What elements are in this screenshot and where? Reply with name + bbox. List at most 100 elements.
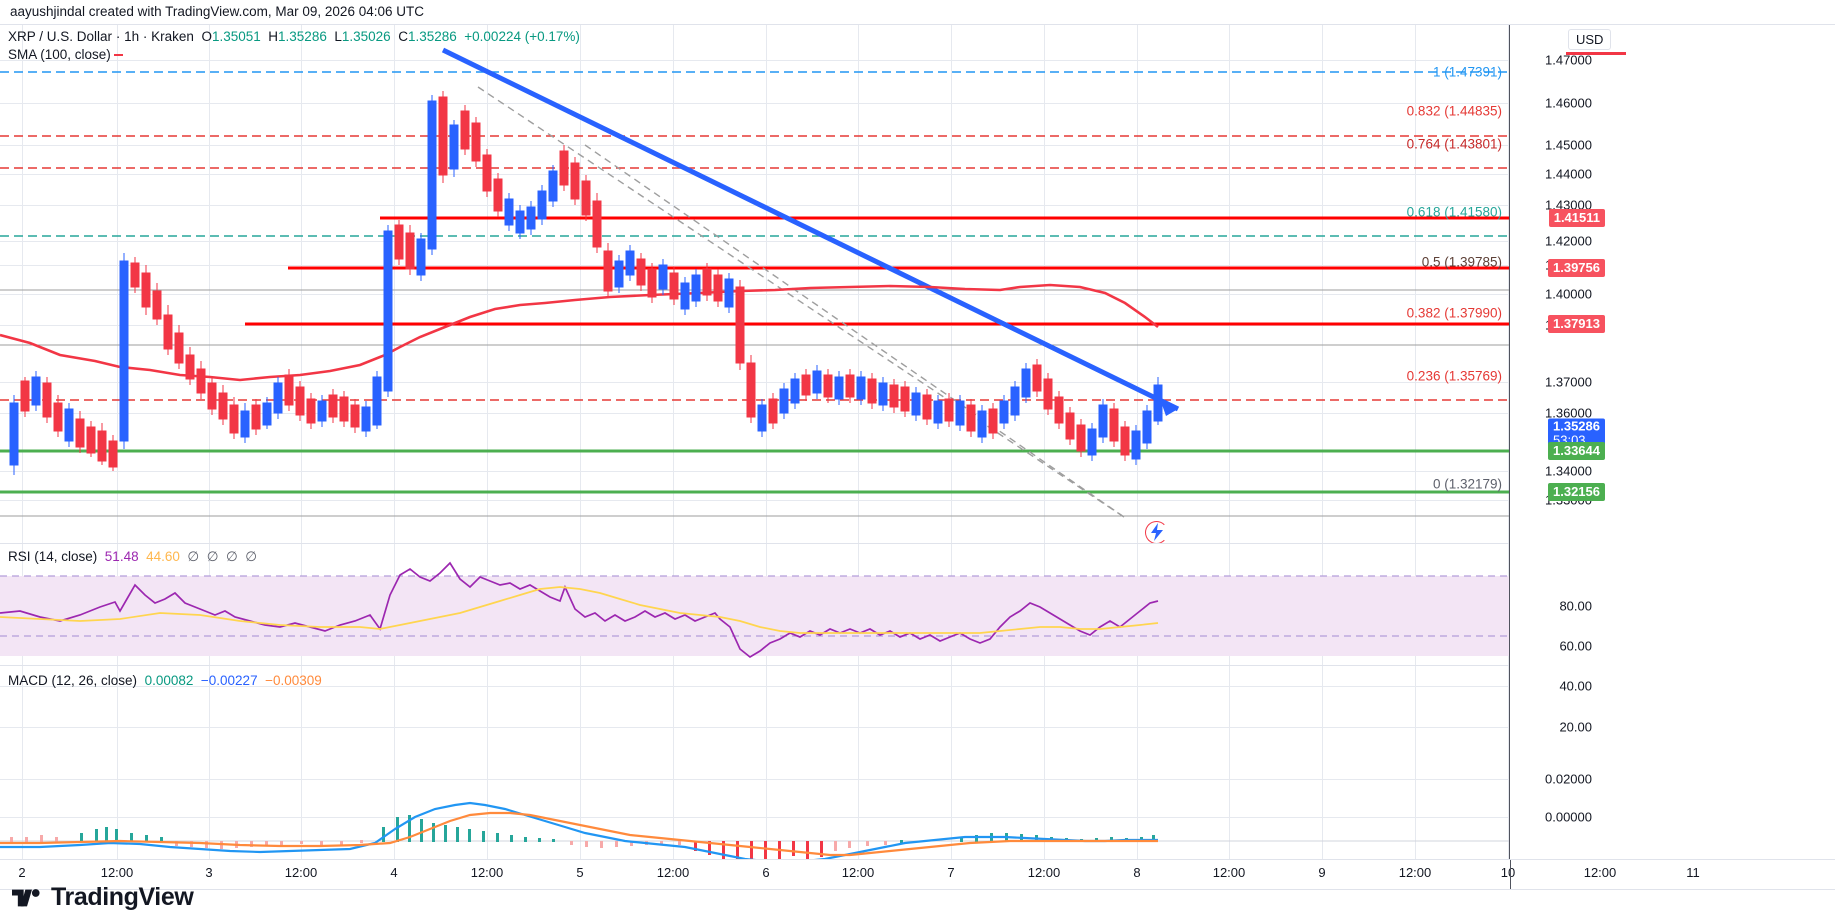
grid-hline <box>0 779 1510 780</box>
trendline-blue <box>441 47 1180 412</box>
legend-symbol: XRP / U.S. Dollar <box>8 29 113 44</box>
level-badge-resistance-1[interactable]: 1.41511 <box>1548 209 1605 227</box>
rsi-line <box>0 561 1159 659</box>
legend-sep-2: · <box>142 29 148 44</box>
grid-hline <box>0 294 1510 295</box>
plot-area[interactable]: 1 (1.47391) 0.832 (1.44835) 0.764 (1.438… <box>0 25 1510 859</box>
legend-close-value: 1.35286 <box>407 29 457 44</box>
grid-vline <box>1508 25 1509 859</box>
rsi-legend-extra-3: ∅ <box>225 549 238 564</box>
chart-overlay-lines <box>0 47 1510 518</box>
grid-hline <box>0 241 1510 242</box>
price-tick: 1.47000 <box>1545 52 1592 68</box>
macd-legend-hist: 0.00082 <box>144 673 194 688</box>
price-tick: 1.34000 <box>1545 463 1592 479</box>
macd-signal-line <box>0 811 1158 857</box>
grid-vline <box>394 25 395 859</box>
tradingview-footer[interactable]: TradingView <box>12 883 194 912</box>
symbol-legend[interactable]: XRP / U.S. Dollar · 1h · Kraken O1.35051… <box>8 29 580 44</box>
legend-low-value: 1.35026 <box>341 29 391 44</box>
sma-legend[interactable]: SMA (100, close) <box>8 47 123 62</box>
grid-vline <box>1229 25 1230 859</box>
time-tick: 8 <box>1133 865 1141 880</box>
macd-legend-signal: −0.00309 <box>265 673 322 688</box>
price-tick: 1.43000 <box>1545 197 1592 213</box>
rsi-legend-extra-2: ∅ <box>206 549 219 564</box>
time-tick: 5 <box>576 865 584 880</box>
legend-change: +0.00224 <box>464 29 521 44</box>
time-tick: 3 <box>205 865 213 880</box>
time-tick: 9 <box>1318 865 1326 880</box>
legend-high-label: H <box>268 29 279 44</box>
time-axis-divider <box>1510 860 1511 890</box>
grid-hline <box>0 205 1510 206</box>
tradingview-logo-icon <box>12 888 40 906</box>
time-tick: 6 <box>762 865 770 880</box>
sma-100-line <box>0 283 1159 382</box>
macd-legend[interactable]: MACD (12, 26, close) 0.00082 −0.00227 −0… <box>8 673 322 688</box>
level-badge-resistance-2[interactable]: 1.39756 <box>1548 259 1605 277</box>
price-axis-divider[interactable] <box>1509 25 1550 859</box>
price-tick: 1.40000 <box>1545 286 1592 302</box>
rsi-legend-value: 51.48 <box>104 549 139 564</box>
grid-hline <box>0 817 1510 818</box>
level-badge-support-2[interactable]: 1.32156 <box>1548 483 1605 501</box>
trendline-arrow <box>1160 399 1178 416</box>
grid-vline <box>1322 25 1323 859</box>
grid-hline <box>0 145 1510 146</box>
legend-sep-1: · <box>115 29 121 44</box>
price-tick: 1.42000 <box>1545 233 1592 249</box>
legend-exchange: Kraken <box>151 29 194 44</box>
sma-legend-label: SMA (100, close) <box>8 47 111 62</box>
pane-separator-macd[interactable] <box>0 665 1510 666</box>
last-price-value: 1.35286 <box>1553 418 1600 434</box>
lightning-bolt-icon <box>1151 523 1163 541</box>
rsi-tick: 80.00 <box>1559 598 1592 614</box>
time-tick: 12:00 <box>656 865 690 880</box>
currency-unit-badge[interactable]: USD <box>1568 29 1612 50</box>
legend-high-value: 1.35286 <box>278 29 327 44</box>
time-tick: 7 <box>947 865 955 880</box>
grid-vline <box>22 25 23 859</box>
sma-axis-marker <box>1566 52 1626 55</box>
time-tick: 12:00 <box>100 865 134 880</box>
time-tick: 12:00 <box>284 865 318 880</box>
grid-hline <box>0 60 1510 61</box>
grid-vline <box>766 25 767 859</box>
time-axis[interactable]: 2 12:00 3 12:00 4 12:00 5 12:00 6 12:00 … <box>0 860 1835 890</box>
grid-hline <box>0 727 1510 728</box>
time-tick: 12:00 <box>1398 865 1432 880</box>
grid-vline <box>209 25 210 859</box>
fib-label-1: 1 (1.47391) <box>1432 64 1502 80</box>
pane-separator-rsi[interactable] <box>0 543 1510 544</box>
rsi-legend-extra-4: ∅ <box>245 549 258 564</box>
fib-label-0: 0 (1.32179) <box>1432 476 1502 492</box>
legend-open-value: 1.35051 <box>211 29 261 44</box>
attribution-text: aayushjindal created with TradingView.co… <box>10 4 424 19</box>
price-tick: 1.44000 <box>1545 166 1592 182</box>
time-tick: 12:00 <box>470 865 504 880</box>
grid-hline <box>0 500 1510 501</box>
fib-label-0382: 0.382 (1.37990) <box>1406 305 1502 321</box>
level-badge-support-1[interactable]: 1.33644 <box>1548 442 1605 460</box>
grid-hline <box>0 174 1510 175</box>
rsi-tick: 40.00 <box>1559 678 1592 694</box>
rsi-legend-title: RSI (14, close) <box>8 549 98 564</box>
grid-hline <box>0 471 1510 472</box>
fib-label-0236: 0.236 (1.35769) <box>1406 368 1502 384</box>
time-tick: 12:00 <box>1027 865 1061 880</box>
time-tick: 12:00 <box>1212 865 1246 880</box>
fib-label-0618: 0.618 (1.41580) <box>1406 204 1502 220</box>
fib-label-0832: 0.832 (1.44835) <box>1406 103 1502 119</box>
rsi-tick: 20.00 <box>1559 719 1592 735</box>
chart-frame: 1 (1.47391) 0.832 (1.44835) 0.764 (1.438… <box>0 24 1835 860</box>
grid-vline <box>1044 25 1045 859</box>
rsi-legend[interactable]: RSI (14, close) 51.48 44.60 ∅ ∅ ∅ ∅ <box>8 549 257 565</box>
rsi-legend-ma-value: 44.60 <box>146 549 180 564</box>
price-axis[interactable]: USD 1.47000 1.46000 1.45000 1.44000 1.43… <box>1545 25 1835 859</box>
level-badge-resistance-3[interactable]: 1.37913 <box>1548 315 1605 333</box>
macd-tick: 0.00000 <box>1545 809 1592 825</box>
grid-hline <box>0 103 1510 104</box>
macd-tick: 0.02000 <box>1545 771 1592 787</box>
